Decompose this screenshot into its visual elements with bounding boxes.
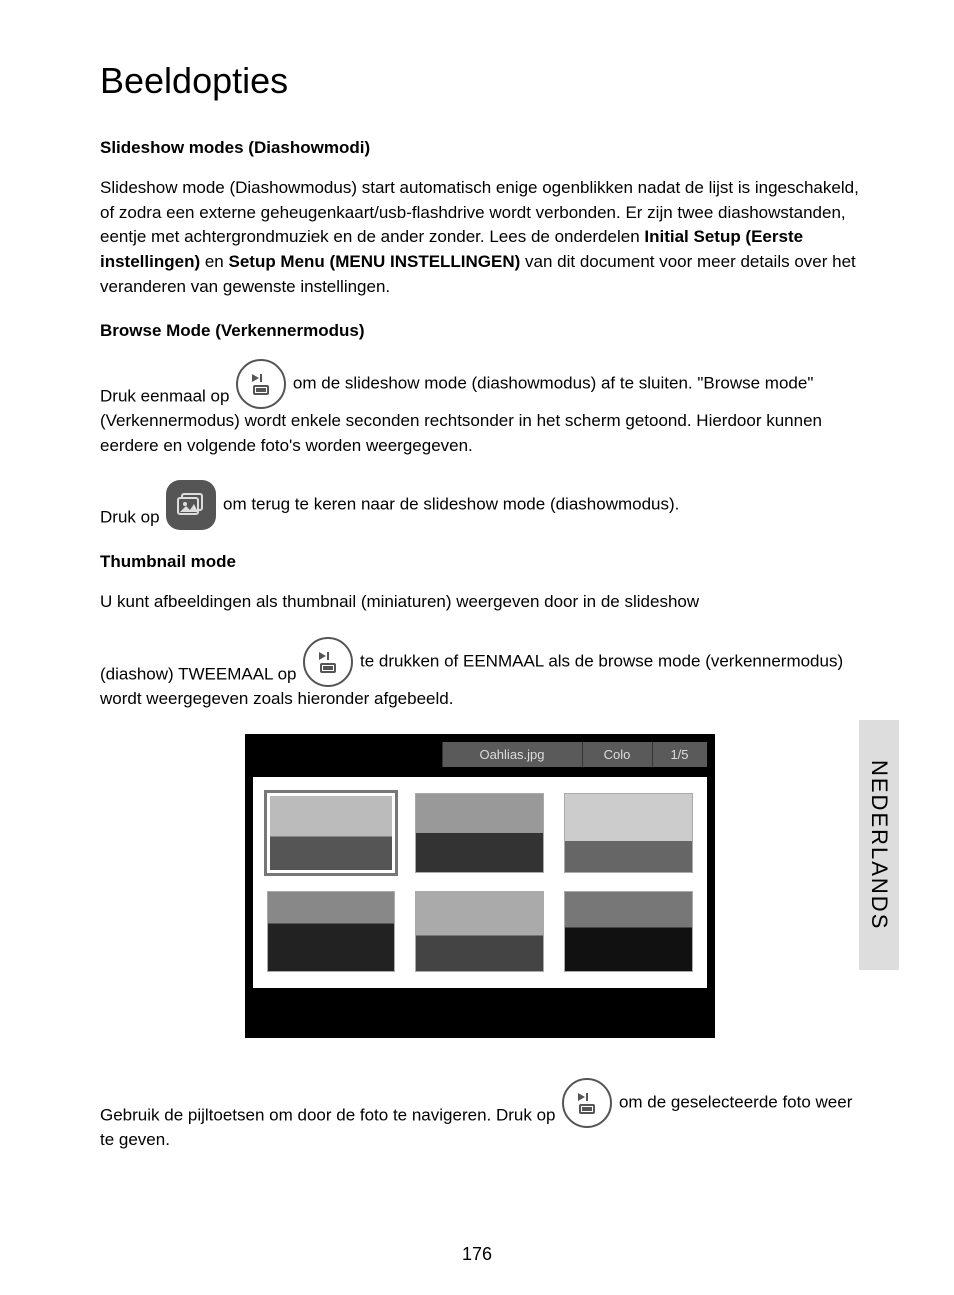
text: Druk op [100,508,164,527]
text: en [200,252,228,271]
thumbnail-item [564,891,693,971]
language-tab: NEDERLANDS [859,720,899,970]
text: Druk eenmaal op [100,387,234,406]
play-pause-slideshow-icon [562,1078,612,1128]
photo-stack-icon [166,480,216,530]
paragraph-browse-return: Druk op om terug te keren naar de slides… [100,480,859,530]
manual-page: Beeldopties Slideshow modes (Diashowmodi… [0,0,954,1295]
thumbnail-item [415,891,544,971]
paragraph-thumb-intro: U kunt afbeeldingen als thumbnail (minia… [100,590,859,615]
text: (diashow) TWEEMAAL op [100,664,301,683]
thumbnail-screenshot: Oahlias.jpg Colo 1/5 [245,734,715,1038]
page-number: 176 [0,1244,954,1265]
thumbnail-item [267,891,396,971]
screenshot-topbar: Oahlias.jpg Colo 1/5 [253,742,707,767]
section-heading-browse: Browse Mode (Verkennermodus) [100,321,859,341]
section-heading-slideshow: Slideshow modes (Diashowmodi) [100,138,859,158]
text: Gebruik de pijltoetsen om door de foto t… [100,1105,560,1124]
thumbnail-item [267,793,396,873]
screenshot-filename: Oahlias.jpg [442,742,582,767]
language-label: NEDERLANDS [866,760,892,930]
thumbnail-grid [253,777,707,988]
text-bold: Setup Menu (MENU INSTELLINGEN) [228,252,520,271]
play-pause-slideshow-icon [303,637,353,687]
section-heading-thumbnail: Thumbnail mode [100,552,859,572]
page-title: Beeldopties [100,60,859,102]
screenshot-page: 1/5 [652,742,707,767]
paragraph-slideshow: Slideshow mode (Diashowmodus) start auto… [100,176,859,299]
paragraph-thumb: (diashow) TWEEMAAL op te drukken of EENM… [100,637,859,712]
play-pause-slideshow-icon [236,359,286,409]
paragraph-browse: Druk eenmaal op om de slideshow mode (di… [100,359,859,458]
thumbnail-item [564,793,693,873]
screenshot-mode: Colo [582,742,652,767]
text: om terug te keren naar de slideshow mode… [223,495,679,514]
thumbnail-item [415,793,544,873]
paragraph-nav: Gebruik de pijltoetsen om door de foto t… [100,1078,859,1153]
